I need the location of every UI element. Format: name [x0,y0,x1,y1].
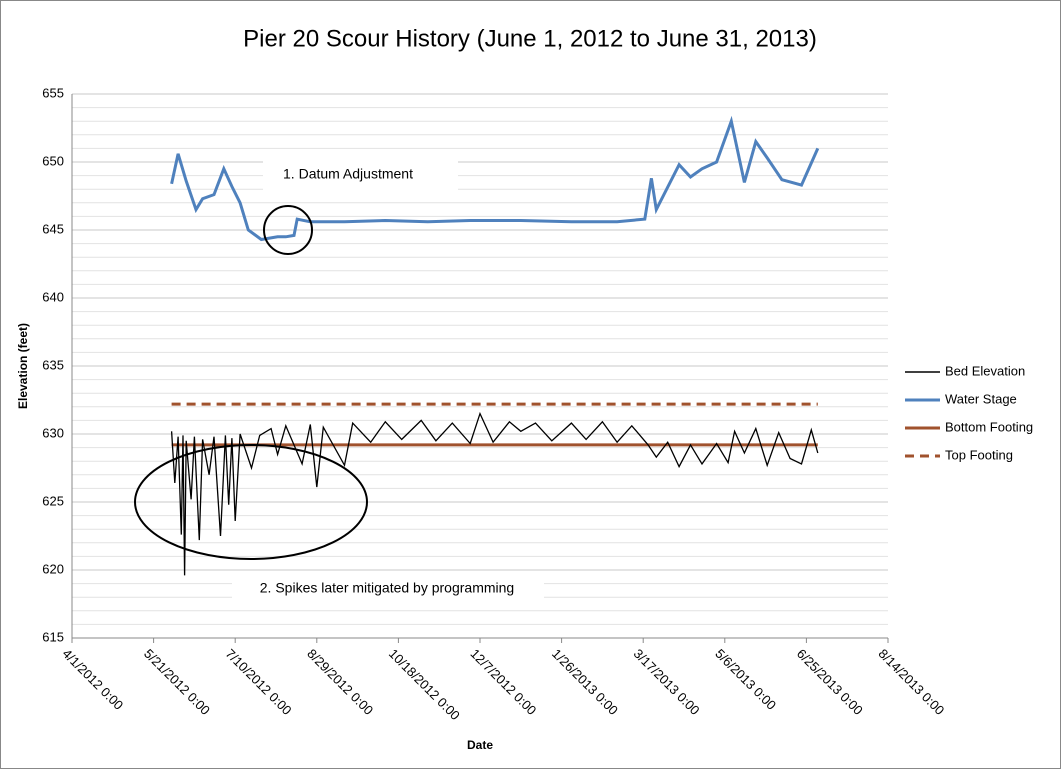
legend-label: Top Footing [945,447,1013,462]
series-line [170,411,819,576]
y-tick-label: 655 [42,85,64,100]
annotation-box [232,574,544,604]
annotation-box [263,158,458,190]
legend-label: Bed Elevation [945,363,1025,378]
y-tick-label: 615 [42,629,64,644]
annotation: 1. Datum Adjustment [283,166,413,182]
y-tick-label: 620 [42,561,64,576]
y-tick-label: 635 [42,357,64,372]
series-line [170,115,820,242]
annotation: 2. Spikes later mitigated by programming [260,580,514,596]
chart-title: Pier 20 Scour History (June 1, 2012 to J… [243,25,817,52]
annotation-circle [134,444,368,560]
x-axis-label: Date [467,738,493,752]
y-tick-label: 625 [42,493,64,508]
legend-label: Bottom Footing [945,419,1033,434]
y-tick-label: 630 [42,425,64,440]
y-axis-label: Elevation (feet) [16,323,30,409]
y-tick-label: 640 [42,289,64,304]
y-tick-label: 645 [42,221,64,236]
y-tick-label: 650 [42,153,64,168]
annotation-circle [263,205,313,255]
legend-label: Water Stage [945,391,1017,406]
